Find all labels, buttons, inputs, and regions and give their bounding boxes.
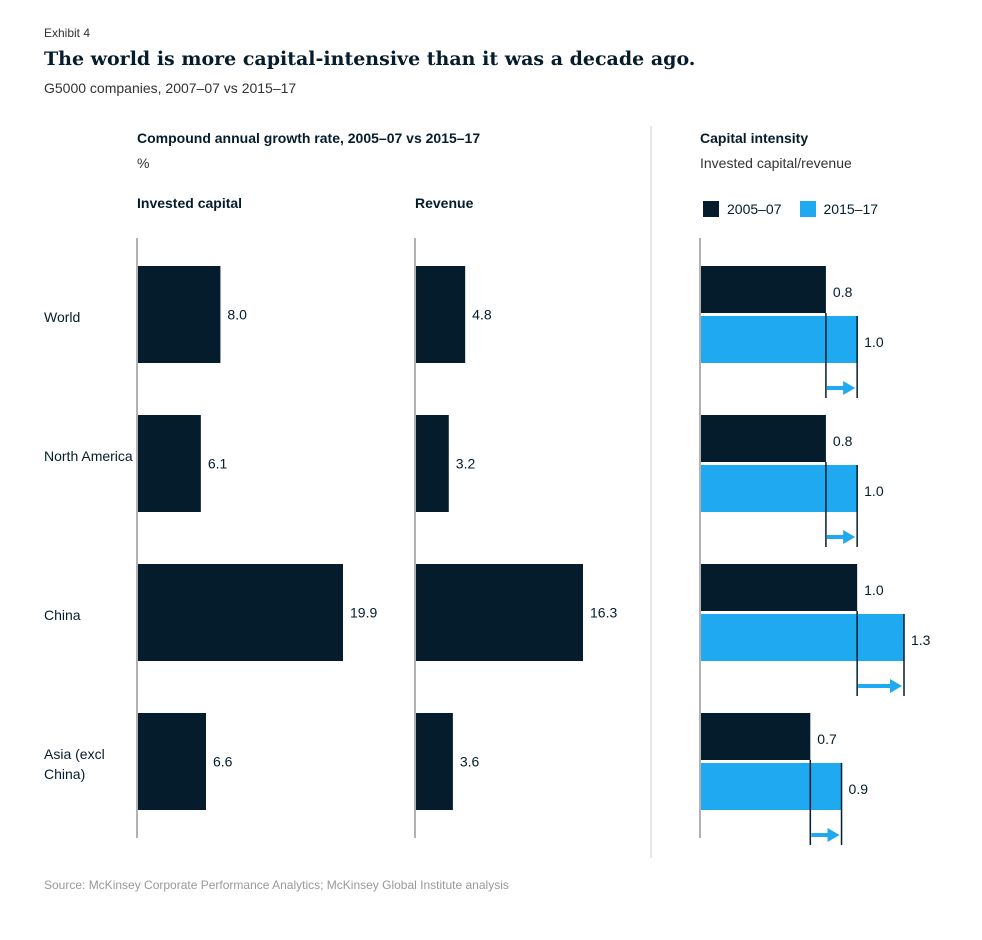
- invested-capital-bar-china: [138, 564, 343, 661]
- capital-intensity-value-2005-china: 1.0: [864, 582, 884, 598]
- capital-intensity-bar-2005-world: [701, 266, 826, 313]
- capital-intensity-unit: Invested capital/revenue: [700, 155, 852, 171]
- capital-intensity-bar-2015-asia-excl-china: [701, 763, 842, 810]
- legend-swatch-2015: [799, 201, 816, 217]
- capital-intensity-arrow-head-world: [843, 381, 856, 395]
- capital-intensity-arrow-head-north-america: [843, 530, 856, 544]
- growth-header: Compound annual growth rate, 2005–07 vs …: [137, 130, 481, 146]
- revenue-bar-world: [416, 266, 466, 363]
- exhibit-label: Exhibit 4: [44, 26, 91, 40]
- capital-intensity-bar-2005-north-america: [701, 415, 826, 462]
- invested-capital-value-china: 19.9: [350, 605, 377, 621]
- capital-intensity-bar-2005-china: [701, 564, 858, 611]
- invested-capital-bar-north-america: [138, 415, 201, 512]
- legend-label-2005: 2005–07: [727, 201, 782, 217]
- invested-capital-bar-world: [138, 266, 221, 363]
- capital-intensity-header: Capital intensity: [700, 130, 809, 146]
- capital-intensity-bar-2005-asia-excl-china: [701, 713, 811, 760]
- legend: 2005–07 2015–17: [703, 201, 878, 217]
- invested-capital-header: Invested capital: [137, 195, 243, 211]
- capital-intensity-bar-2015-china: [701, 614, 904, 661]
- revenue-value-north-america: 3.2: [456, 456, 476, 472]
- legend-label-2015: 2015–17: [823, 201, 879, 217]
- revenue-value-world: 4.8: [472, 307, 492, 323]
- category-label-world: World: [44, 309, 81, 325]
- capital-intensity-value-2005-world: 0.8: [833, 284, 853, 300]
- capital-intensity-value-2015-asia-excl-china: 0.9: [849, 781, 869, 797]
- capital-intensity-value-2015-north-america: 1.0: [864, 483, 884, 499]
- revenue-header: Revenue: [415, 195, 474, 211]
- source-note: Source: McKinsey Corporate Performance A…: [44, 878, 509, 892]
- capital-intensity-arrow-head-asia-excl-china: [827, 828, 840, 842]
- page-title: The world is more capital-intensive than…: [44, 48, 696, 70]
- revenue-value-china: 16.3: [590, 605, 617, 621]
- capital-intensity-value-2005-asia-excl-china: 0.7: [817, 731, 837, 747]
- category-label-north-america: North America: [44, 448, 133, 464]
- revenue-bar-china: [416, 564, 583, 661]
- category-label-china: China: [44, 607, 81, 623]
- capital-intensity-bar-2015-north-america: [701, 465, 858, 512]
- invested-capital-value-north-america: 6.1: [208, 456, 228, 472]
- capital-intensity-value-2015-china: 1.3: [911, 632, 931, 648]
- revenue-bar-asia-excl-china: [416, 713, 453, 810]
- capital-intensity-bar-2015-world: [701, 316, 858, 363]
- invested-capital-bar-asia-excl-china: [138, 713, 206, 810]
- growth-unit: %: [137, 155, 150, 171]
- invested-capital-value-world: 8.0: [227, 307, 247, 323]
- page-subtitle: G5000 companies, 2007–07 vs 2015–17: [44, 80, 297, 96]
- capital-intensity-value-2015-world: 1.0: [864, 334, 884, 350]
- invested-capital-value-asia-excl-china: 6.6: [213, 754, 233, 770]
- legend-swatch-2005: [703, 201, 719, 217]
- revenue-bar-north-america: [416, 415, 449, 512]
- capital-intensity-value-2005-north-america: 0.8: [833, 433, 853, 449]
- capital-intensity-arrow-head-china: [890, 679, 902, 693]
- category-label-asia-excl-china: Asia (excl China): [44, 746, 105, 782]
- revenue-value-asia-excl-china: 3.6: [460, 754, 480, 770]
